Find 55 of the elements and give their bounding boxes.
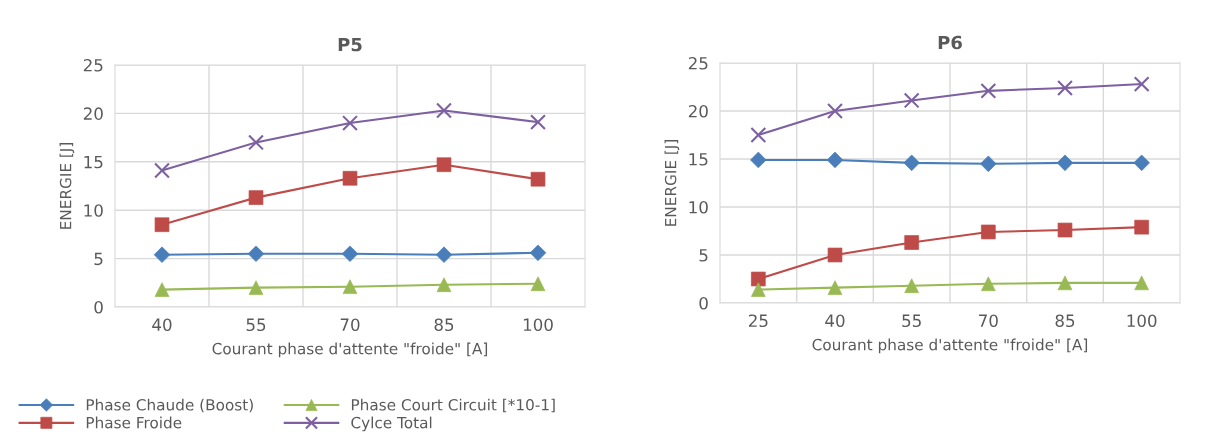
legend-label: Phase Court Circuit [*10-1] xyxy=(351,398,555,413)
x-tick-label: 70 xyxy=(979,314,998,328)
x-tick-label: 100 xyxy=(1127,314,1157,328)
point xyxy=(903,154,920,172)
y-tick-label: 20 xyxy=(83,107,103,120)
x-tick-label: 55 xyxy=(246,318,266,332)
point xyxy=(342,115,358,132)
x-tick-label: 25 xyxy=(748,314,768,328)
point xyxy=(750,127,767,143)
legend-label: Phase Chaude (Boost) xyxy=(86,398,253,413)
point xyxy=(827,103,843,119)
y-axis-title: ENERGIE [J] xyxy=(664,140,680,226)
x-tick-label: 85 xyxy=(434,318,454,332)
point xyxy=(248,190,264,205)
point xyxy=(1057,79,1073,96)
x-axis-title: Courant phase d'attente "froide" [A] xyxy=(812,338,1088,354)
point xyxy=(530,171,546,187)
y-tick-label: 10 xyxy=(84,204,103,217)
point xyxy=(751,282,766,297)
y-tick-label: 25 xyxy=(83,58,103,72)
legend-label: Phase Froide xyxy=(86,416,182,429)
x-tick-label: 70 xyxy=(340,318,360,332)
y-tick-label: 0 xyxy=(699,296,708,310)
x-tick-label: 55 xyxy=(902,314,921,328)
y-tick-label: 0 xyxy=(94,300,103,314)
y-tick-label: 15 xyxy=(84,155,103,169)
point xyxy=(1133,76,1150,93)
point xyxy=(341,245,359,262)
point xyxy=(153,246,171,263)
y-tick-label: 5 xyxy=(94,252,103,266)
point xyxy=(980,82,997,99)
point xyxy=(750,151,767,169)
point xyxy=(1057,222,1073,238)
legend-label: Cylce Total xyxy=(351,416,432,432)
point xyxy=(529,244,547,261)
x-tick-label: 85 xyxy=(1055,314,1075,328)
x-tick-label: 40 xyxy=(825,314,845,328)
y-tick-label: 5 xyxy=(699,249,708,262)
chart-title: P6 xyxy=(938,35,962,50)
point xyxy=(154,162,170,179)
y-tick-label: 25 xyxy=(688,56,708,70)
x-tick-label: 100 xyxy=(523,318,553,332)
point xyxy=(530,114,546,131)
point xyxy=(436,102,452,119)
y-axis-title: ENERGIE [J] xyxy=(59,143,75,229)
point xyxy=(1133,154,1150,172)
point xyxy=(248,134,264,151)
y-tick-label: 10 xyxy=(689,200,708,214)
point xyxy=(903,92,920,109)
y-tick-label: 15 xyxy=(689,153,708,166)
chart-title: P5 xyxy=(338,37,362,52)
x-tick-label: 40 xyxy=(152,318,172,332)
point xyxy=(436,157,452,172)
x-axis-title: Courant phase d'attente "froide" [A] xyxy=(212,342,488,358)
y-tick-label: 20 xyxy=(688,104,708,118)
